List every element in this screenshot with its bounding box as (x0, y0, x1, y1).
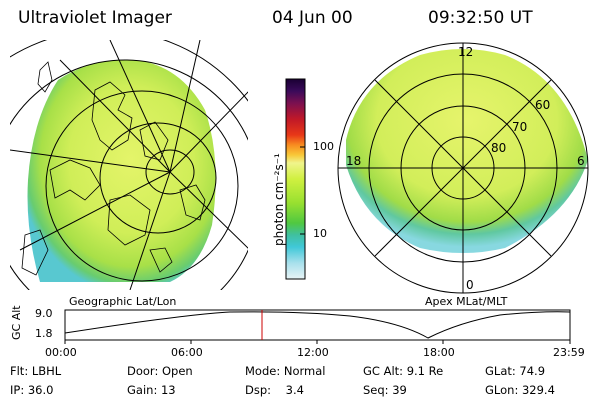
altitude-xtick-1200: 12:00 (297, 346, 329, 359)
time-label: 09:32:50 UT (428, 8, 533, 28)
info-door: Door: Open (127, 364, 193, 378)
info-seq: Seq: 39 (363, 383, 407, 397)
apex-caption: Apex MLat/MLT (425, 295, 508, 308)
info-mode: Mode: Normal (245, 364, 326, 378)
altitude-curve (64, 311, 571, 339)
altitude-ytick-1-8: 1.8 (35, 327, 53, 340)
altitude-ytick-9: 9.0 (35, 307, 53, 320)
info-filter: Flt: LBHL (10, 364, 62, 378)
mlat-label-80: 80 (491, 141, 507, 155)
mlat-mlt-grid (337, 42, 589, 294)
altitude-frame (64, 309, 571, 341)
altitude-xtick-0600: 06:00 (171, 346, 203, 359)
altitude-ylabel: GC Alt (10, 305, 23, 340)
app-title: Ultraviolet Imager (18, 8, 172, 28)
info-dsp: Dsp: 3.4 (245, 383, 304, 397)
colorbar-scale (285, 78, 306, 280)
colorbar-unit-label: photon cm⁻²s⁻¹ (272, 153, 286, 246)
altitude-plot (64, 309, 571, 344)
altitude-xtick-2359: 23:59 (553, 346, 585, 359)
mlat-label-60: 60 (535, 98, 551, 112)
colorbar-tick-10: 10 (313, 227, 327, 240)
info-gc-alt: GC Alt: 9.1 Re (363, 364, 444, 378)
uv-image-left (27, 59, 216, 283)
mlt-label-6: 6 (577, 154, 585, 168)
altitude-xtick-1800: 18:00 (423, 346, 455, 359)
altitude-xticks (64, 340, 571, 344)
info-ip: IP: 36.0 (10, 383, 54, 397)
colorbar-tick-100: 100 (313, 140, 334, 153)
lat-lon-grid (10, 40, 248, 290)
coastlines (21, 61, 206, 276)
mlt-label-0: 0 (466, 278, 474, 292)
apex-panel (337, 42, 589, 294)
geographic-panel (10, 40, 248, 290)
mlt-label-12: 12 (458, 45, 474, 59)
geographic-caption: Geographic Lat/Lon (69, 295, 177, 308)
colorbar (285, 78, 306, 280)
altitude-xtick-0000: 00:00 (45, 346, 77, 359)
date-label: 04 Jun 00 (272, 8, 353, 28)
mlt-label-18: 18 (346, 154, 362, 168)
info-gain: Gain: 13 (127, 383, 176, 397)
mlat-label-70: 70 (512, 120, 528, 134)
info-glat: GLat: 74.9 (485, 364, 546, 378)
info-glon: GLon: 329.4 (485, 383, 555, 397)
